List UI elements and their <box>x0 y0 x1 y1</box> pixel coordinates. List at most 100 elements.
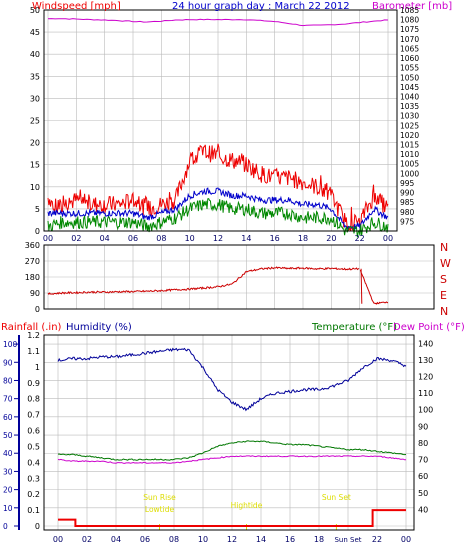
rainfall-tick-label: 0.5 <box>27 442 40 451</box>
wind-time-tick-label: 12 <box>213 234 223 243</box>
humidity-tick-label: 0 <box>3 522 8 531</box>
compass-label: E <box>440 289 447 302</box>
rainfall-tick-label: 0 <box>35 522 40 531</box>
temperature-tick-label: 140 <box>418 339 433 348</box>
direction-panel-frame <box>43 244 435 310</box>
event-label: Hightide <box>231 501 263 510</box>
direction-tick-label: 0 <box>35 305 40 314</box>
barometer-tick-label: 1065 <box>400 44 419 53</box>
barometer-tick-label: 1030 <box>400 112 419 121</box>
humidity-axis-title: Humidity (%) <box>66 322 132 333</box>
direction-tick-label: 270 <box>25 257 40 266</box>
barometer-tick-label: 1060 <box>400 54 419 63</box>
wind-time-tick-label: 18 <box>298 234 308 243</box>
rainfall-tick-label: 1.1 <box>27 347 40 356</box>
temperature-tick-label: 100 <box>418 406 433 415</box>
event-label: Sun Rise <box>143 493 176 502</box>
windspeed-axis-title: Windspeed [mph] <box>32 1 121 12</box>
humidity-tick-label: 20 <box>3 486 13 495</box>
rain-time-tick-label: 12 <box>227 535 237 544</box>
rain-time-tick-label: Sun Set <box>334 536 361 544</box>
barometer-tick-label: 975 <box>400 217 415 226</box>
rainfall-tick-label: 0.6 <box>27 427 40 436</box>
windspeed-tick-label: 25 <box>30 117 40 126</box>
humidity-tick-label: 60 <box>3 413 13 422</box>
direction-tick-label: 180 <box>25 273 40 282</box>
wind-direction-line <box>47 266 360 296</box>
windspeed-tick-label: 20 <box>30 139 40 148</box>
rain-time-tick-label: 10 <box>198 535 208 544</box>
wind-direction-tail <box>359 269 389 305</box>
humidity-tick-label: 80 <box>3 376 13 385</box>
barometer-tick-label: 1015 <box>400 141 419 150</box>
wind-time-tick-label: 04 <box>100 234 110 243</box>
rain-time-tick-label: 00 <box>53 535 63 544</box>
wind-time-tick-label: 02 <box>71 234 81 243</box>
barometer-tick-label: 985 <box>400 198 415 207</box>
wind-time-tick-label: 00 <box>43 234 53 243</box>
wind-time-tick-label: 10 <box>185 234 195 243</box>
text-layer: Windspeed [mph] 24 hour graph day : Marc… <box>1 1 465 333</box>
rainfall-tick-label: 1.2 <box>27 331 40 340</box>
barometer-tick-label: 990 <box>400 189 415 198</box>
wind-time-tick-label: 00 <box>383 234 393 243</box>
humidity-tick-label: 50 <box>3 431 13 440</box>
compass-label: N <box>440 241 448 254</box>
windspeed-tick-label: 0 <box>35 227 40 236</box>
temperature-tick-label: 70 <box>418 456 428 465</box>
wind-time-tick-label: 22 <box>355 234 365 243</box>
windspeed-tick-label: 45 <box>30 28 40 37</box>
rain-time-tick-label: 08 <box>169 535 179 544</box>
barometer-tick-label: 1035 <box>400 102 419 111</box>
rainfall-tick-label: 0.7 <box>27 411 40 420</box>
humidity-tick-label: 30 <box>3 467 13 476</box>
compass-label: S <box>440 273 447 286</box>
barometer-tick-label: 1005 <box>400 160 419 169</box>
wind-lull-line <box>47 198 389 238</box>
rain-time-tick-label: 04 <box>111 535 121 544</box>
barometer-tick-label: 1000 <box>400 169 419 178</box>
rainfall-tick-label: 0.1 <box>27 506 40 515</box>
barometer-tick-label: 980 <box>400 208 415 217</box>
rain-time-tick-label: 16 <box>285 535 295 544</box>
rainfall-tick-label: 0.8 <box>27 395 40 404</box>
windspeed-tick-label: 5 <box>35 205 40 214</box>
windspeed-tick-label: 50 <box>30 6 40 15</box>
humidity-tick-label: 10 <box>3 504 13 513</box>
rain-time-tick-label: 00 <box>401 535 411 544</box>
windspeed-tick-label: 35 <box>30 72 40 81</box>
windspeed-tick-label: 40 <box>30 50 40 59</box>
series-layer <box>47 18 407 527</box>
wind-average-line <box>47 187 389 231</box>
barometer-tick-label: 1010 <box>400 150 419 159</box>
windspeed-tick-label: 15 <box>30 161 40 170</box>
rain-time-tick-label: 14 <box>256 535 266 544</box>
wind-time-tick-label: 14 <box>241 234 251 243</box>
temperature-tick-label: 120 <box>418 373 433 382</box>
temperature-tick-label: 50 <box>418 489 428 498</box>
compass-label: N <box>440 305 448 318</box>
temperature-axis-title: Temperature (°F) <box>311 322 397 333</box>
barometer-tick-label: 1025 <box>400 121 419 130</box>
tick-layer: 0510152025303540455097598098599099510001… <box>3 6 451 544</box>
barometer-line <box>47 18 389 27</box>
temperature-tick-label: 110 <box>418 389 433 398</box>
direction-tick-label: 90 <box>30 289 40 298</box>
wind-time-tick-label: 20 <box>326 234 336 243</box>
barometer-tick-label: 995 <box>400 179 415 188</box>
barometer-tick-label: 1075 <box>400 25 419 34</box>
windspeed-tick-label: 10 <box>30 183 40 192</box>
direction-tick-label: 360 <box>25 241 40 250</box>
temperature-tick-label: 60 <box>418 472 428 481</box>
barometer-tick-label: 1055 <box>400 64 419 73</box>
wind-direction-drop <box>360 268 363 304</box>
wind-panel-frame <box>43 9 398 232</box>
windspeed-tick-label: 30 <box>30 94 40 103</box>
humidity-tick-label: 100 <box>3 340 18 349</box>
wind-time-tick-label: 08 <box>156 234 166 243</box>
rain-time-tick-label: 06 <box>140 535 150 544</box>
humidity-line <box>57 347 407 412</box>
dew-point-axis-title: Dew Point (°F) <box>393 322 465 333</box>
rainfall-tick-label: 0.3 <box>27 474 40 483</box>
